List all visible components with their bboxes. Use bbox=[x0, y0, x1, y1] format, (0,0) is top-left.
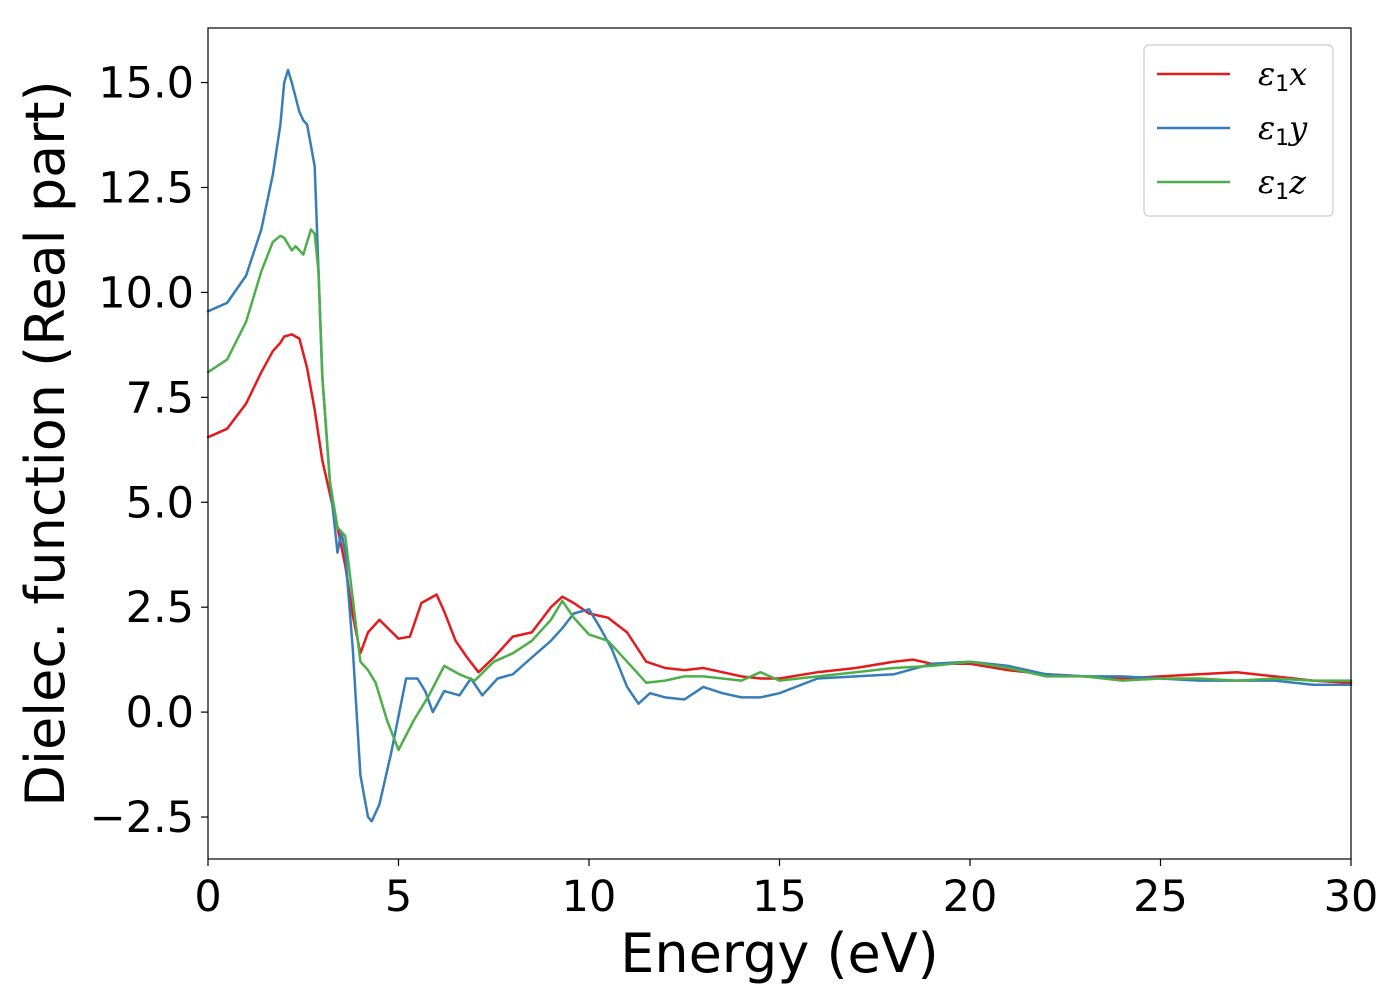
y-tick-label: −2.5 bbox=[90, 793, 194, 843]
y-tick-label: 5.0 bbox=[126, 478, 194, 528]
y-tick-label: 12.5 bbox=[98, 163, 194, 213]
x-tick-label: 0 bbox=[194, 872, 221, 922]
y-tick-label: 7.5 bbox=[126, 373, 194, 423]
series-line-x bbox=[206, 333, 1353, 684]
x-axis-label: Energy (eV) bbox=[620, 922, 939, 985]
y-tick-label: 2.5 bbox=[126, 583, 194, 633]
series-layer bbox=[206, 68, 1353, 823]
x-tick-label: 5 bbox=[385, 872, 412, 922]
y-tick-label: 10.0 bbox=[98, 268, 194, 318]
x-tick-label: 10 bbox=[562, 872, 617, 922]
series-line-z bbox=[206, 228, 1353, 752]
y-tick-label: 15.0 bbox=[98, 59, 194, 109]
legend: ε1x ε1y ε1z bbox=[1143, 44, 1334, 217]
y-tick-label: 0.0 bbox=[126, 688, 194, 738]
x-axis-ticks: 0 5 10 15 20 25 30 bbox=[194, 859, 1378, 922]
legend-box bbox=[1143, 44, 1334, 217]
legend-label-z: ε1z bbox=[1258, 163, 1307, 205]
y-axis-ticks: −2.5 0.0 2.5 5.0 7.5 10.0 12.5 15.0 bbox=[90, 59, 208, 843]
legend-label-y: ε1y bbox=[1258, 109, 1308, 151]
x-tick-label: 30 bbox=[1324, 872, 1379, 922]
y-axis-label: Dielec. function (Real part) bbox=[14, 80, 77, 806]
x-tick-label: 15 bbox=[752, 872, 807, 922]
x-tick-label: 20 bbox=[943, 872, 998, 922]
x-tick-label: 25 bbox=[1133, 872, 1188, 922]
series-line-y bbox=[206, 68, 1353, 823]
legend-label-x: ε1x bbox=[1258, 55, 1307, 97]
